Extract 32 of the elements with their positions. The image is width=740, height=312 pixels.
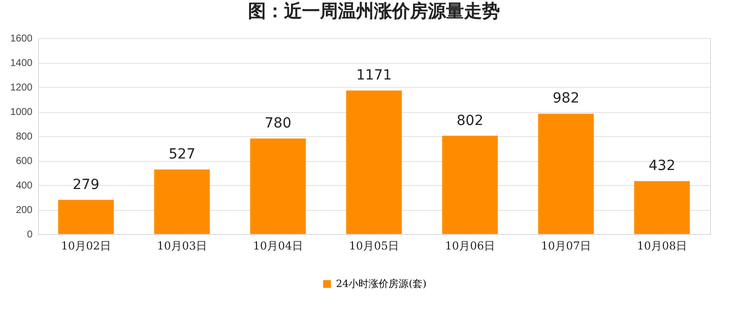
data-label: 780 [264, 115, 292, 132]
y-tick-label: 1600 [10, 34, 33, 44]
data-label: 802 [456, 112, 484, 129]
x-tick-label: 10月02日 [61, 240, 111, 252]
data-label: 982 [552, 90, 580, 107]
x-tick-label: 10月08日 [637, 240, 687, 252]
bar [442, 136, 498, 234]
data-label: 1171 [356, 68, 392, 84]
y-tick-label: 600 [16, 156, 33, 167]
y-tick-label: 1200 [10, 82, 33, 94]
data-label: 432 [648, 158, 676, 174]
x-tick-label: 10月06日 [445, 240, 495, 252]
bar [250, 138, 306, 234]
y-tick-label: 400 [16, 180, 33, 192]
y-tick-label: 1000 [10, 107, 33, 118]
bar [634, 181, 690, 234]
bar [154, 169, 210, 234]
y-tick-label: 1400 [10, 58, 33, 69]
data-label: 279 [72, 176, 100, 193]
bar [538, 114, 594, 234]
y-tick-label: 0 [26, 230, 33, 240]
data-label: 527 [168, 146, 196, 162]
x-tick-label: 10月03日 [157, 240, 207, 252]
bar [346, 90, 402, 234]
legend-label: 24小时涨价房源(套) [336, 278, 427, 290]
x-tick-label: 10月07日 [541, 240, 591, 252]
x-tick-label: 10月04日 [253, 240, 303, 252]
chart-title: 图：近一周温州涨价房源量走势 [248, 1, 500, 22]
bar [58, 200, 114, 234]
y-tick-label: 200 [16, 205, 33, 216]
x-tick-label: 10月05日 [349, 240, 399, 252]
y-tick-label: 800 [16, 132, 33, 142]
